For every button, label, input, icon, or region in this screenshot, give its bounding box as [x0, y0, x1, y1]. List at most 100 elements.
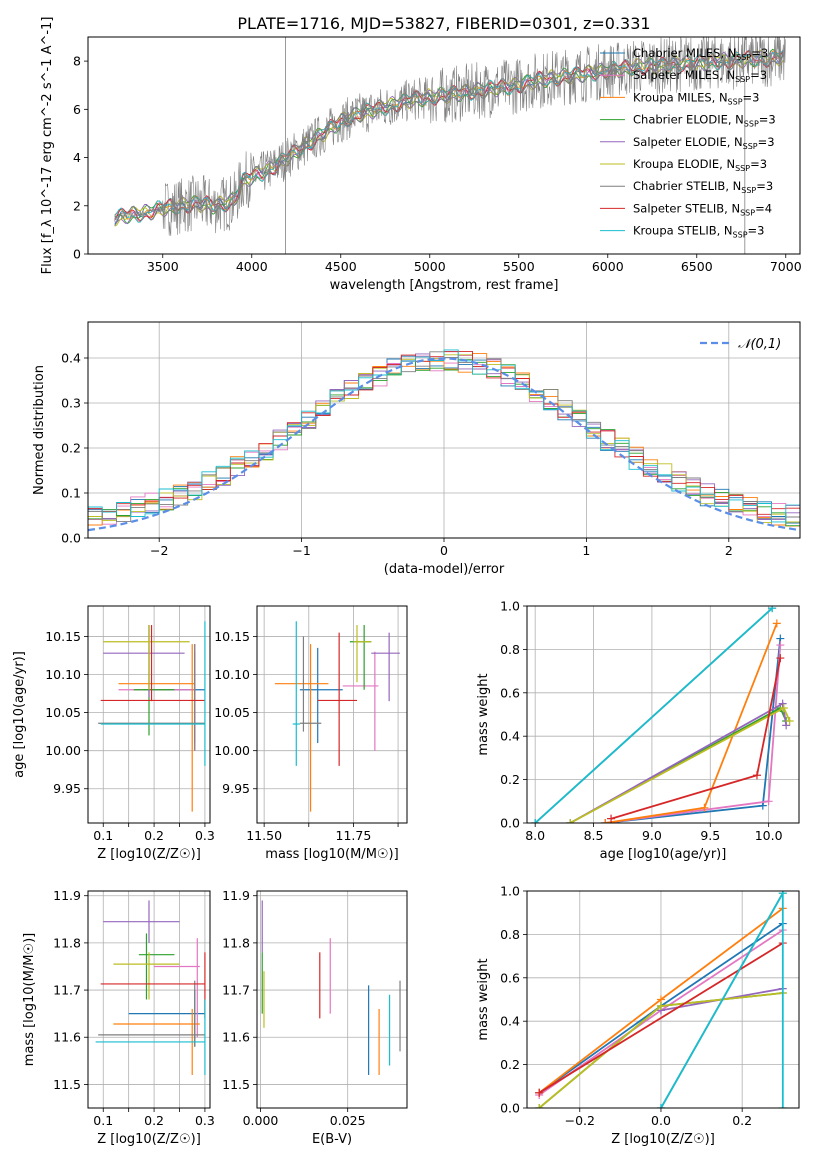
- legend-label: Salpeter MILES, NSSP=3: [633, 68, 767, 84]
- y-tick-label: 0.8: [500, 642, 520, 657]
- y-tick-label: 11.8: [222, 935, 250, 950]
- weight-marker: [776, 641, 785, 650]
- x-tick-label: 0.2: [144, 828, 164, 843]
- x-tick-label: 5000: [414, 259, 446, 274]
- x-tick-label: 8.5: [584, 828, 604, 843]
- legend-subscript: SSP: [736, 53, 751, 62]
- axes-frame: [87, 321, 801, 539]
- x-tick-label: 0.2: [144, 1113, 164, 1128]
- legend-subscript: SSP: [733, 231, 748, 240]
- x-tick-label: 10.0: [755, 828, 783, 843]
- y-tick-label: 0.0: [500, 1101, 520, 1116]
- legend-value: =3: [750, 157, 767, 171]
- y-tick-label: 9.95: [53, 781, 81, 796]
- figure-title: PLATE=1716, MJD=53827, FIBERID=0301, z=0…: [237, 14, 650, 33]
- y-tick-label: 9.95: [222, 781, 250, 796]
- x-tick-label: 0.3: [195, 1113, 215, 1128]
- x-axis-label: Z [log10(Z/Z☉)]: [611, 1132, 715, 1147]
- weight-marker: [776, 654, 785, 663]
- weight-marker: [778, 699, 787, 708]
- x-tick-label: −1: [292, 543, 310, 558]
- weight-marker: [779, 703, 788, 712]
- weight-marker: [535, 1104, 544, 1108]
- weight-line: [610, 657, 782, 820]
- weight-marker: [782, 721, 791, 730]
- legend-label: Chabrier STELIB, NSSP=3: [633, 179, 773, 195]
- x-tick-label: 11.75: [336, 828, 372, 843]
- y-tick-label: 11.5: [53, 1077, 81, 1092]
- legend-value: =4: [755, 201, 772, 215]
- y-tick-label: 10.05: [45, 705, 81, 720]
- y-axis-label: age [log10(age/yr)]: [12, 651, 27, 778]
- x-tick-label: 11.50: [246, 828, 282, 843]
- legend-label: 𝒩(0,1): [738, 337, 781, 352]
- x-axis-label: mass [log10(M/M☉)]: [265, 847, 398, 862]
- axes-frame: [87, 36, 801, 255]
- y-tick-label: 0.8: [500, 927, 520, 942]
- x-tick-label: 7000: [770, 259, 802, 274]
- x-tick-label: 9.0: [642, 828, 662, 843]
- axes-frame: [526, 605, 800, 824]
- mass-vs-metallicity-panel: 0.1 0.2 0.3 11.5 11.6 11.7 11.8 11.9 Z [log10(Z/…: [22, 888, 215, 1147]
- legend-subscript: SSP: [741, 186, 756, 195]
- y-tick-label: 10.10: [45, 667, 81, 682]
- y-tick-label: 0.4: [500, 1014, 520, 1029]
- legend-value: =3: [750, 68, 767, 82]
- weight-marker: [607, 814, 616, 823]
- legend-label: Salpeter STELIB, NSSP=4: [633, 201, 772, 217]
- age-vs-metallicity-panel: 0.1 0.2 0.3 9.95 10.00 10.05 10.10 10.15 Z [log1…: [12, 605, 215, 862]
- weight-marker: [752, 771, 761, 780]
- legend-label: Kroupa ELODIE, NSSP=3: [633, 157, 767, 173]
- legend-value: =3: [743, 90, 760, 104]
- weight-marker: [764, 797, 773, 806]
- x-tick-label: 0.2: [732, 1113, 752, 1128]
- mass-vs-extinction-panel: 0.000 0.025 11.5 11.6 11.7 11.8 11.9 E(B-V): [222, 888, 408, 1147]
- y-axis-label: mass weight: [476, 673, 491, 755]
- x-tick-label: 1: [582, 543, 590, 558]
- legend-value: =3: [758, 135, 775, 149]
- y-tick-label: 4: [73, 150, 81, 165]
- y-tick-label: 11.7: [222, 983, 250, 998]
- y-tick-label: 10.00: [45, 743, 81, 758]
- y-tick-label: 0.1: [61, 486, 81, 501]
- legend-value: =3: [756, 179, 773, 193]
- legend-subscript: SSP: [735, 75, 750, 84]
- y-tick-label: 11.9: [53, 888, 81, 903]
- legend-value: =3: [759, 113, 776, 127]
- y-tick-label: 10.15: [214, 629, 250, 644]
- axes-frame: [256, 605, 408, 824]
- y-axis-label: Flux [f_λ 10^-17 erg cm^-2 s^-1 A^-1]: [40, 17, 55, 275]
- x-tick-label: 9.5: [700, 828, 720, 843]
- weight-line: [534, 607, 773, 823]
- x-tick-label: 2: [725, 543, 733, 558]
- weight-marker: [535, 1088, 544, 1097]
- y-axis-label: mass weight: [476, 958, 491, 1040]
- y-tick-label: 2: [73, 198, 81, 213]
- y-tick-label: 11.5: [222, 1077, 250, 1092]
- weight-vs-age-panel: 8.0 8.5 9.0 9.5 10.0 0.0 0.2 0.4 0.6 0.8 1.0 age [l…: [476, 599, 800, 862]
- y-tick-label: 0.2: [500, 772, 520, 787]
- residuals-panel: −2 −1 0 1 2 0.0 0.1 0.2 0.3 0.4 (data-model)/error…: [32, 321, 801, 577]
- y-tick-label: 10.00: [214, 743, 250, 758]
- y-tick-label: 0.6: [500, 685, 520, 700]
- weight-marker: [566, 819, 575, 823]
- spectrum-model-line: [114, 50, 784, 226]
- legend-label: Kroupa MILES, NSSP=3: [633, 90, 759, 106]
- y-tick-label: 11.6: [53, 1030, 81, 1045]
- y-tick-label: 8: [73, 54, 81, 69]
- legend-subscript: SSP: [743, 142, 758, 151]
- weight-marker: [772, 619, 781, 628]
- weight-marker: [778, 891, 787, 898]
- legend-value: =3: [751, 46, 768, 60]
- x-tick-label: 8.0: [525, 828, 545, 843]
- weight-line: [605, 645, 782, 823]
- legend-subscript: SSP: [744, 120, 759, 129]
- y-tick-label: 0.0: [61, 531, 81, 546]
- axes-frame: [87, 890, 211, 1109]
- spectrum-panel: 3500 4000 4500 5000 5500 6000 6500 7000 0 2 4 6 8 wav…: [40, 17, 802, 293]
- y-tick-label: 0.2: [61, 441, 81, 456]
- x-tick-label: 0.1: [93, 828, 113, 843]
- legend-subscript: SSP: [740, 208, 755, 217]
- weight-marker: [700, 803, 709, 812]
